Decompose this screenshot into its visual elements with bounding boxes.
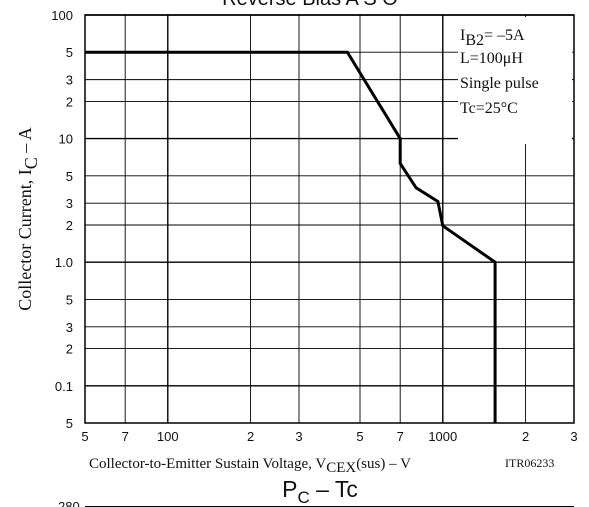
x-tick-label: 1000 (428, 429, 457, 444)
next-chart-tick: 280 (58, 499, 80, 507)
x-tick-label: 5 (81, 429, 88, 444)
condition-inductance: L=100μH (460, 50, 523, 67)
next-chart-title: PC – Tc (282, 476, 358, 507)
condition-pulse: Single pulse (460, 75, 539, 92)
x-tick-label: 100 (157, 429, 179, 444)
y-tick-label: 3 (66, 73, 73, 88)
y-tick-label: 2 (66, 342, 73, 357)
x-axis-ticks: 5 7 100 2 3 5 7 1000 2 3 (81, 429, 577, 444)
y-tick-label: 5 (66, 292, 73, 307)
x-tick-label: 7 (122, 429, 129, 444)
conditions-background (458, 17, 572, 144)
y-tick-label: 0.1 (55, 379, 73, 394)
x-axis-label: Collector-to-Emitter Sustain Voltage, VC… (89, 456, 411, 476)
chart-title: Reverse Bias A S O (222, 0, 398, 10)
y-tick-label: 100 (51, 8, 73, 23)
y-tick-label: 1.0 (55, 255, 73, 270)
y-tick-label: 5 (66, 45, 73, 60)
condition-tc: Tc=25°C (460, 100, 518, 117)
y-tick-label: 5 (66, 169, 73, 184)
y-tick-label: 3 (66, 196, 73, 211)
y-tick-label: 2 (66, 94, 73, 109)
conditions-box: IB2= –5A L=100μH Single pulse Tc=25°C (458, 17, 572, 144)
figure-code: ITR06233 (505, 456, 554, 470)
x-tick-label: 5 (356, 429, 363, 444)
y-tick-label: 3 (66, 320, 73, 335)
y-tick-label: 2 (66, 218, 73, 233)
y-axis-label: Collector Current, IC – A (15, 127, 41, 311)
x-tick-label: 3 (570, 429, 577, 444)
condition-ib2: IB2= –5A (460, 27, 525, 49)
plot-frame (84, 14, 575, 424)
x-tick-label: 3 (295, 429, 302, 444)
y-tick-label: 10 (59, 132, 73, 147)
y-tick-label: 5 (66, 416, 73, 431)
series-line-rbsoa (85, 50, 497, 423)
x-tick-label: 2 (522, 429, 529, 444)
x-tick-label: 2 (247, 429, 254, 444)
x-tick-label: 7 (397, 429, 404, 444)
y-axis-ticks: 100 5 3 2 10 5 3 2 1.0 5 3 2 0.1 5 (51, 8, 73, 431)
